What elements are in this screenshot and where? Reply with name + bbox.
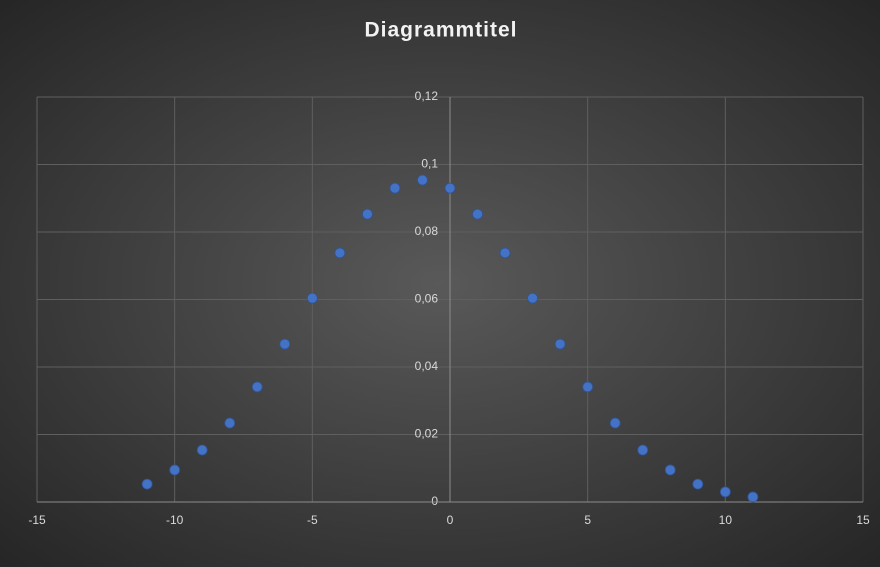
point bbox=[444, 182, 456, 194]
x-tick-label: 0 bbox=[447, 513, 454, 527]
point bbox=[389, 182, 401, 194]
point bbox=[196, 444, 208, 456]
x-tick-label: -5 bbox=[307, 513, 318, 527]
chart-title: Diagrammtitel bbox=[364, 19, 517, 42]
point bbox=[334, 247, 346, 259]
point bbox=[169, 464, 181, 476]
point bbox=[637, 444, 649, 456]
point bbox=[582, 381, 594, 393]
point bbox=[141, 478, 153, 490]
y-tick-label: 0,08 bbox=[415, 224, 439, 238]
x-tick-label: -15 bbox=[28, 513, 46, 527]
x-tick-label: 5 bbox=[584, 513, 591, 527]
point bbox=[251, 381, 263, 393]
x-tick-label: -10 bbox=[166, 513, 184, 527]
point bbox=[719, 486, 731, 498]
point bbox=[361, 208, 373, 220]
y-tick-label: 0,06 bbox=[415, 292, 439, 306]
x-tick-label: 10 bbox=[719, 513, 733, 527]
x-tick-label: 15 bbox=[856, 513, 870, 527]
point bbox=[279, 338, 291, 350]
point bbox=[609, 417, 621, 429]
y-tick-label: 0,1 bbox=[421, 157, 438, 171]
y-tick-label: 0,02 bbox=[415, 427, 439, 441]
point bbox=[472, 208, 483, 220]
point bbox=[747, 491, 759, 503]
point bbox=[692, 478, 704, 490]
y-tick-label: 0 bbox=[431, 494, 438, 508]
point bbox=[417, 174, 428, 186]
y-tick-label: 0,04 bbox=[415, 359, 439, 373]
y-tick-label: 0,12 bbox=[415, 89, 439, 103]
point bbox=[554, 338, 566, 350]
point bbox=[224, 417, 236, 429]
point bbox=[527, 292, 538, 304]
point bbox=[664, 464, 676, 476]
point bbox=[306, 292, 318, 304]
point bbox=[499, 247, 511, 259]
